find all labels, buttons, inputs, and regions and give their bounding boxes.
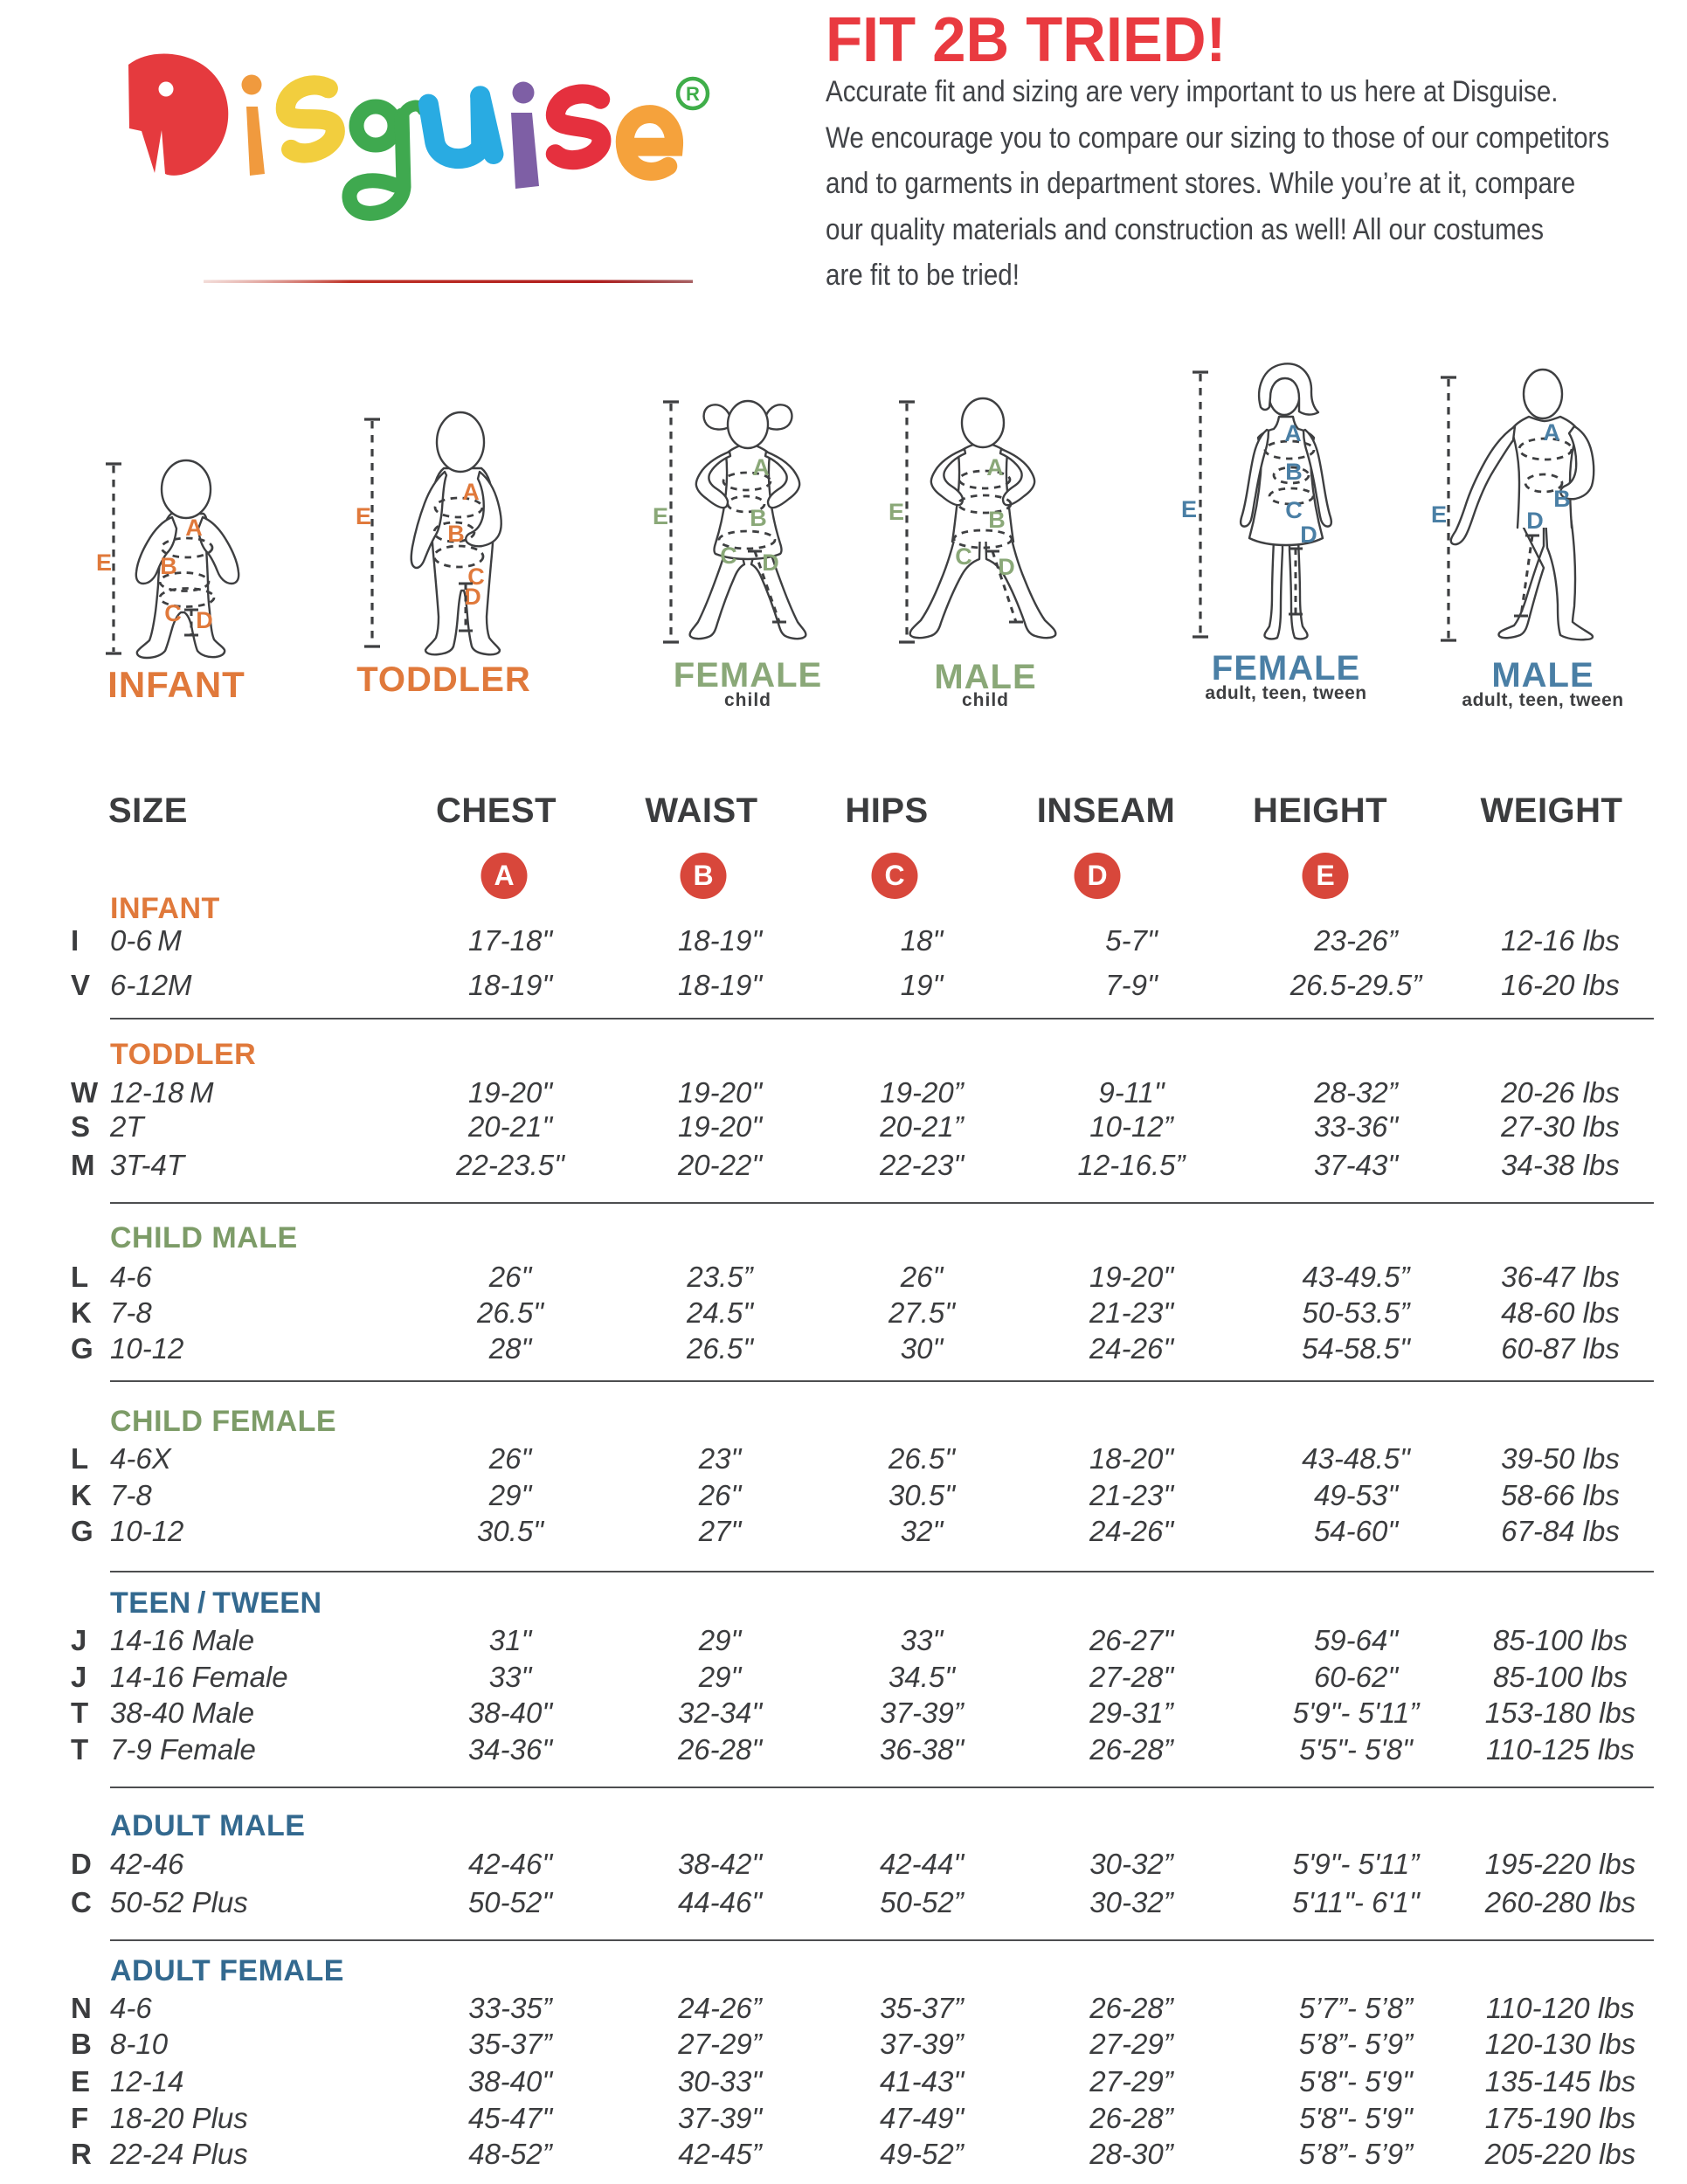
svg-text:E: E bbox=[96, 549, 112, 576]
svg-text:TODDLER: TODDLER bbox=[356, 660, 531, 699]
svg-text:adult, teen, tween: adult, teen, tween bbox=[1205, 683, 1366, 703]
svg-text:D: D bbox=[1300, 522, 1317, 548]
svg-text:B: B bbox=[447, 521, 465, 547]
svg-text:D: D bbox=[998, 554, 1015, 580]
svg-text:E: E bbox=[356, 503, 371, 529]
svg-text:R: R bbox=[686, 83, 700, 105]
svg-text:A: A bbox=[1543, 419, 1560, 446]
svg-text:E: E bbox=[1431, 501, 1447, 528]
svg-text:child: child bbox=[962, 690, 1009, 710]
svg-text:E: E bbox=[653, 503, 668, 529]
svg-text:C: C bbox=[955, 543, 972, 570]
svg-text:B: B bbox=[160, 553, 177, 579]
svg-text:C: C bbox=[164, 600, 182, 626]
svg-text:MALE: MALE bbox=[1491, 656, 1594, 695]
svg-text:D: D bbox=[196, 607, 213, 633]
svg-text:A: A bbox=[185, 515, 203, 541]
svg-text:FEMALE: FEMALE bbox=[674, 656, 822, 695]
svg-text:C: C bbox=[1285, 497, 1303, 523]
svg-text:D: D bbox=[1526, 508, 1544, 534]
svg-text:C: C bbox=[720, 543, 737, 569]
svg-text:A: A bbox=[1284, 420, 1302, 446]
svg-text:B: B bbox=[1553, 486, 1571, 512]
svg-text:A: A bbox=[462, 479, 480, 505]
svg-text:E: E bbox=[1181, 496, 1197, 522]
svg-text:FEMALE: FEMALE bbox=[1212, 649, 1360, 688]
svg-text:child: child bbox=[724, 690, 771, 710]
svg-text:A: A bbox=[986, 454, 1004, 480]
svg-text:D: D bbox=[464, 584, 481, 610]
svg-text:MALE: MALE bbox=[934, 658, 1036, 696]
svg-text:B: B bbox=[988, 507, 1006, 533]
svg-text:INFANT: INFANT bbox=[107, 664, 245, 705]
svg-text:adult, teen, tween: adult, teen, tween bbox=[1462, 690, 1623, 710]
svg-text:B: B bbox=[750, 505, 767, 531]
svg-text:E: E bbox=[888, 499, 904, 525]
svg-text:D: D bbox=[762, 549, 779, 576]
svg-text:A: A bbox=[752, 454, 770, 480]
svg-text:B: B bbox=[1285, 459, 1303, 485]
